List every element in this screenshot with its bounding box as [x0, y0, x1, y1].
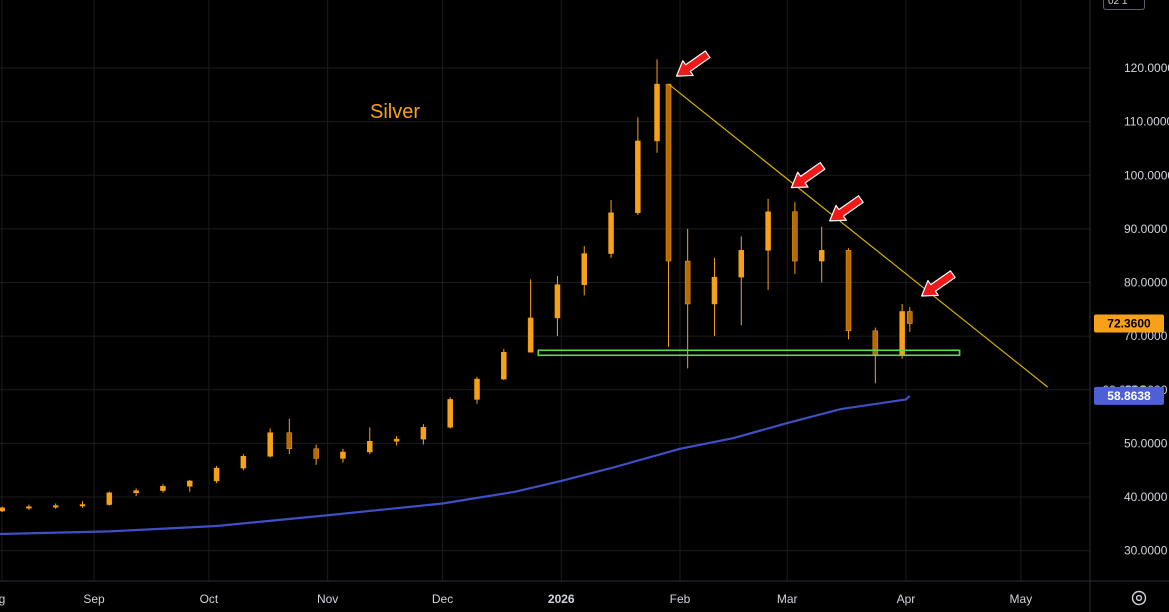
x-tick-label: Sep	[83, 592, 105, 606]
candle-body	[340, 451, 346, 459]
candle-body	[711, 276, 718, 305]
y-tick-label: 80.0000	[1124, 276, 1168, 290]
candle-body	[608, 212, 614, 254]
candle-body	[313, 448, 319, 459]
candle-body	[106, 492, 113, 505]
candle-body	[872, 330, 879, 356]
red-arrow-icon	[675, 50, 711, 77]
y-tick-label: 50.0000	[1124, 436, 1168, 450]
resistance-trendline[interactable]	[668, 83, 1049, 388]
candle-body	[286, 432, 293, 450]
candle-body	[554, 284, 561, 319]
candle-body	[52, 505, 59, 508]
candle-body	[899, 311, 905, 356]
candle-body	[160, 486, 166, 491]
drawing-lines-layer[interactable]	[537, 83, 1049, 388]
candle-body	[665, 83, 672, 262]
candle-body	[527, 317, 534, 353]
candle-body	[133, 490, 139, 493]
x-tick-label: Mar	[777, 592, 798, 606]
x-tick-label: Nov	[317, 592, 338, 606]
red-arrow-icon	[829, 195, 864, 222]
y-tick-label: 90.0000	[1124, 222, 1168, 236]
candle-body	[267, 432, 273, 457]
chart-title: Silver	[370, 101, 420, 123]
candle-body	[79, 504, 86, 507]
candle-body	[765, 211, 771, 251]
x-tick-label: Oct	[200, 592, 219, 606]
candles-layer	[0, 59, 913, 513]
x-tick-label: Apr	[897, 592, 916, 606]
last-price-badge	[1094, 314, 1164, 333]
y-tick-label: 40.0000	[1124, 490, 1168, 504]
y-tick-label: 110.0000	[1124, 115, 1169, 129]
candle-body	[367, 441, 373, 453]
candle-body	[654, 83, 660, 142]
candle-body	[213, 467, 220, 482]
grid-lines	[0, 0, 1090, 581]
candle-body	[240, 456, 247, 469]
y-tick-label: 30.0000	[1124, 544, 1168, 558]
red-arrow-icon	[790, 161, 826, 189]
moving-average-badge	[1094, 386, 1164, 405]
candle-body	[501, 351, 507, 380]
candle-body	[738, 250, 745, 278]
candle-body	[420, 427, 427, 440]
candle-body	[26, 506, 32, 509]
x-tick-label: Dec	[432, 592, 453, 606]
candle-body	[474, 378, 480, 400]
candle-body	[447, 399, 453, 428]
candle-body	[393, 438, 400, 442]
price-badges: 72.360060.000058.8638	[1094, 314, 1164, 405]
x-tick-label: May	[1010, 592, 1033, 606]
candle-body	[0, 507, 5, 512]
x-tick-label: 2026	[548, 592, 575, 606]
candle-body	[187, 480, 193, 487]
candle-body	[818, 250, 825, 262]
moving-average-line	[0, 395, 911, 536]
support-zone-line[interactable]	[537, 349, 961, 357]
moving-average-layer	[0, 395, 911, 536]
candle-body	[684, 260, 691, 305]
x-tick-label: g	[0, 592, 5, 606]
x-tick-label: Feb	[670, 592, 691, 606]
candle-body	[635, 140, 641, 214]
settings-gear-icon[interactable]	[1129, 588, 1149, 608]
red-arrow-icon	[921, 270, 956, 297]
last-price-label: 72.3600	[1107, 316, 1151, 330]
candle-body	[845, 250, 852, 332]
candle-body	[581, 253, 587, 285]
time-axis[interactable]: g Sep Oct Nov Dec 2026 Feb Mar Apr May	[0, 592, 1032, 606]
y-tick-label: 70.0000	[1124, 329, 1168, 343]
scale-toggle-button[interactable]: 02 1	[1103, 0, 1145, 10]
y-tick-label: 100.0000	[1124, 168, 1169, 182]
candle-body	[907, 311, 913, 324]
annotation-arrows	[675, 50, 956, 297]
y-tick-label: 120.0000	[1124, 61, 1169, 75]
candle-body	[792, 211, 798, 262]
moving-average-label: 58.8638	[1107, 389, 1151, 403]
